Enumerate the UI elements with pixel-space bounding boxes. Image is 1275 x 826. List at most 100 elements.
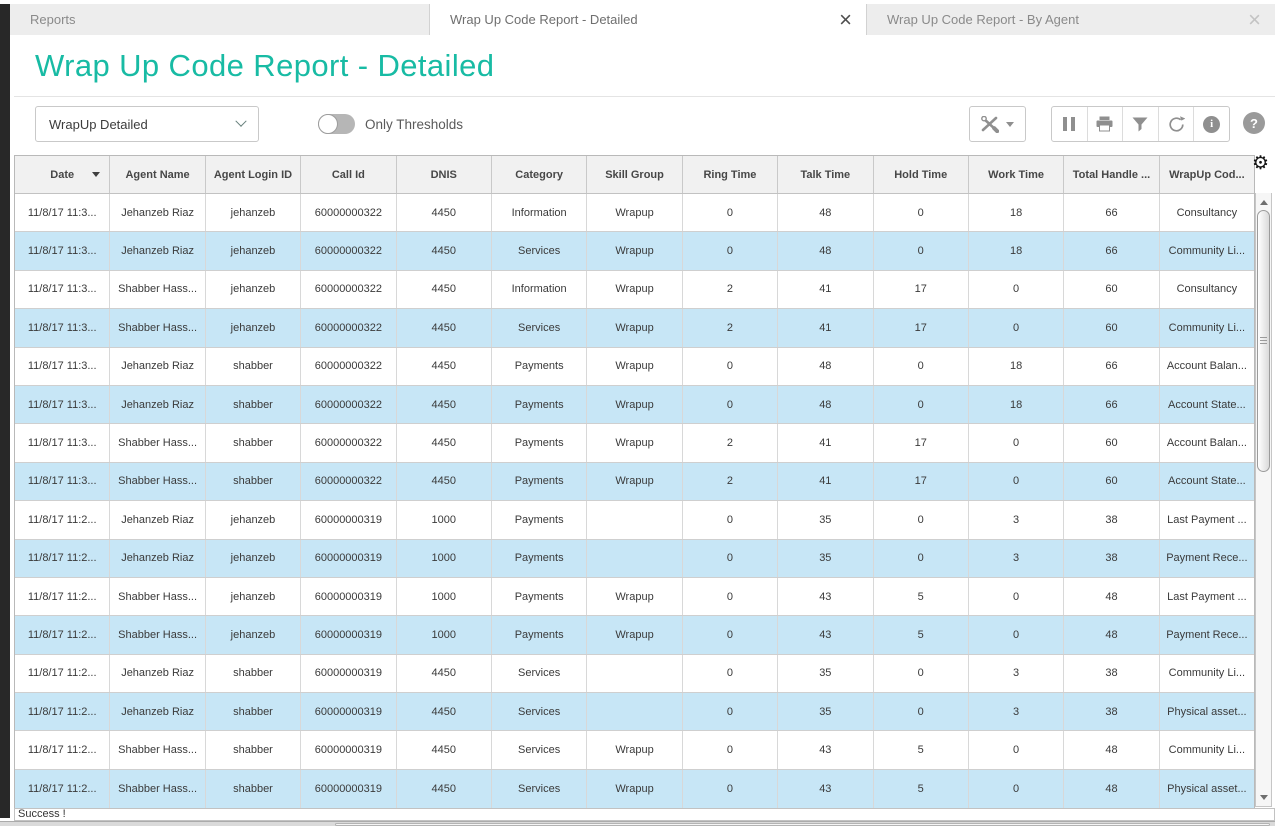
- cell: 0: [683, 770, 778, 808]
- cell: 38: [1064, 540, 1159, 577]
- cell: 11/8/17 11:3...: [15, 463, 110, 500]
- scrollbar-grip: [1260, 337, 1267, 346]
- cell: 17: [874, 463, 969, 500]
- print-button[interactable]: [1087, 107, 1123, 141]
- cell: 0: [874, 386, 969, 423]
- column-header[interactable]: Skill Group: [587, 156, 682, 193]
- cell: Services: [492, 731, 587, 768]
- cell: 41: [778, 309, 873, 346]
- cell: 43: [778, 578, 873, 615]
- only-thresholds-toggle[interactable]: [318, 114, 355, 134]
- vertical-scrollbar[interactable]: [1255, 193, 1272, 807]
- grid-settings-gear-icon[interactable]: ⚙: [1252, 154, 1269, 173]
- tab-1[interactable]: Reports: [10, 4, 430, 35]
- cell: 18: [969, 232, 1064, 269]
- column-header[interactable]: Category: [492, 156, 587, 193]
- cell: 60: [1064, 309, 1159, 346]
- filter-icon: [1132, 117, 1148, 132]
- page-title: Wrap Up Code Report - Detailed: [35, 48, 494, 84]
- cell: 0: [683, 232, 778, 269]
- cell: jehanzeb: [206, 309, 301, 346]
- cell: Wrapup: [587, 424, 682, 461]
- cell: 11/8/17 11:3...: [15, 348, 110, 385]
- column-header-label: Hold Time: [894, 169, 947, 181]
- pause-button[interactable]: [1052, 107, 1087, 141]
- cell: 38: [1064, 655, 1159, 692]
- scroll-up-arrow[interactable]: [1256, 195, 1271, 209]
- cell: Jehanzeb Riaz: [110, 386, 205, 423]
- cell: Jehanzeb Riaz: [110, 655, 205, 692]
- column-header[interactable]: Call Id: [301, 156, 396, 193]
- close-icon[interactable]: ×: [1246, 9, 1263, 31]
- cell: 4450: [397, 194, 492, 231]
- cell: 0: [874, 232, 969, 269]
- report-view-dropdown[interactable]: WrapUp Detailed: [35, 106, 259, 142]
- cell: 4450: [397, 386, 492, 423]
- column-header[interactable]: Agent Login ID: [206, 156, 301, 193]
- column-header[interactable]: WrapUp Cod...: [1160, 156, 1254, 193]
- cell: 0: [969, 271, 1064, 308]
- column-header[interactable]: Total Handle ...: [1064, 156, 1159, 193]
- table-row: 11/8/17 11:3...Shabber Hass...shabber600…: [15, 424, 1254, 462]
- cell: 3: [969, 501, 1064, 538]
- cell: Consultancy: [1160, 194, 1254, 231]
- refresh-button[interactable]: [1158, 107, 1194, 141]
- cell: 2: [683, 463, 778, 500]
- column-header[interactable]: Hold Time: [874, 156, 969, 193]
- help-button[interactable]: ?: [1243, 112, 1265, 134]
- column-header[interactable]: Talk Time: [778, 156, 873, 193]
- cell: 5: [874, 616, 969, 653]
- cell: Information: [492, 194, 587, 231]
- cell: Wrapup: [587, 194, 682, 231]
- cell: 60: [1064, 463, 1159, 500]
- cell: Payments: [492, 578, 587, 615]
- table-body: 11/8/17 11:3...Jehanzeb Riazjehanzeb6000…: [15, 194, 1254, 808]
- cell: jehanzeb: [206, 232, 301, 269]
- report-action-toolbar: i: [1051, 106, 1230, 142]
- cell: 5: [874, 770, 969, 808]
- cell: 11/8/17 11:2...: [15, 655, 110, 692]
- cell: 38: [1064, 693, 1159, 730]
- cell: 60000000322: [301, 309, 396, 346]
- cell: 48: [778, 194, 873, 231]
- close-icon[interactable]: ×: [837, 9, 854, 31]
- table-row: 11/8/17 11:2...Shabber Hass...shabber600…: [15, 770, 1254, 808]
- cell: Wrapup: [587, 271, 682, 308]
- column-header-label: Call Id: [332, 169, 365, 181]
- column-header[interactable]: Work Time: [969, 156, 1064, 193]
- cell: Consultancy: [1160, 271, 1254, 308]
- cell: 60000000319: [301, 578, 396, 615]
- cell: Wrapup: [587, 386, 682, 423]
- cell: Payments: [492, 424, 587, 461]
- column-header-label: Talk Time: [800, 169, 850, 181]
- cell: jehanzeb: [206, 540, 301, 577]
- cell: 4450: [397, 232, 492, 269]
- vertical-scrollbar-thumb[interactable]: [1257, 210, 1270, 472]
- scroll-down-arrow[interactable]: [1256, 790, 1271, 804]
- tools-menu-button[interactable]: [969, 106, 1026, 142]
- cell: 3: [969, 693, 1064, 730]
- column-header[interactable]: Date: [15, 156, 110, 193]
- cell: 0: [683, 501, 778, 538]
- cell: 0: [683, 655, 778, 692]
- cell: [587, 501, 682, 538]
- cell: 18: [969, 386, 1064, 423]
- tab-2[interactable]: Wrap Up Code Report - Detailed×: [430, 4, 867, 35]
- column-header[interactable]: DNIS: [397, 156, 492, 193]
- column-header[interactable]: Agent Name: [110, 156, 205, 193]
- column-header-label: Skill Group: [605, 169, 664, 181]
- cell: 11/8/17 11:3...: [15, 424, 110, 461]
- cell: 35: [778, 655, 873, 692]
- cell: [587, 693, 682, 730]
- column-header[interactable]: Ring Time: [683, 156, 778, 193]
- cell: Community Li...: [1160, 655, 1254, 692]
- info-button[interactable]: i: [1193, 107, 1229, 141]
- horizontal-scrollbar[interactable]: [0, 821, 1275, 826]
- cell: jehanzeb: [206, 578, 301, 615]
- filter-button[interactable]: [1122, 107, 1158, 141]
- cell: 48: [1064, 731, 1159, 768]
- tab-3[interactable]: Wrap Up Code Report - By Agent×: [867, 4, 1275, 35]
- cell: 60: [1064, 271, 1159, 308]
- tab-bar: ReportsWrap Up Code Report - Detailed×Wr…: [10, 4, 1275, 35]
- cell: Payment Rece...: [1160, 616, 1254, 653]
